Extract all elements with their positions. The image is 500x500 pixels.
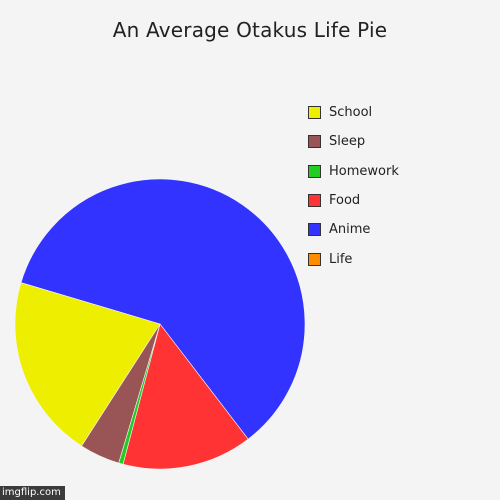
legend-item-school: School — [308, 98, 488, 127]
legend-label-sleep: Sleep — [329, 134, 366, 150]
legend-item-sleep: Sleep — [308, 127, 488, 156]
legend-label-life: Life — [329, 251, 353, 267]
chart-title: An Average Otakus Life Pie — [112, 18, 388, 42]
legend-swatch-food — [308, 194, 321, 208]
legend-swatch-life — [308, 252, 321, 266]
legend-label-food: Food — [329, 193, 361, 209]
legend-swatch-sleep — [308, 135, 321, 149]
legend-item-food: Food — [308, 186, 488, 215]
legend-label-anime: Anime — [329, 222, 371, 238]
pie-slice-food — [122, 323, 249, 470]
chart-legend: School Sleep Homework Food Anime Life — [308, 98, 488, 274]
legend-item-anime: Anime — [308, 215, 488, 244]
legend-item-life: Life — [308, 244, 488, 273]
legend-swatch-homework — [308, 164, 321, 178]
pie-slice-anime — [20, 178, 306, 440]
pie-slice-school — [14, 282, 161, 447]
legend-label-homework: Homework — [329, 163, 399, 179]
legend-item-homework: Homework — [308, 157, 488, 186]
legend-swatch-anime — [308, 223, 321, 237]
imgflip-watermark[interactable]: imgflip.com — [0, 486, 65, 500]
legend-label-school: School — [329, 105, 373, 121]
legend-swatch-school — [308, 106, 321, 120]
